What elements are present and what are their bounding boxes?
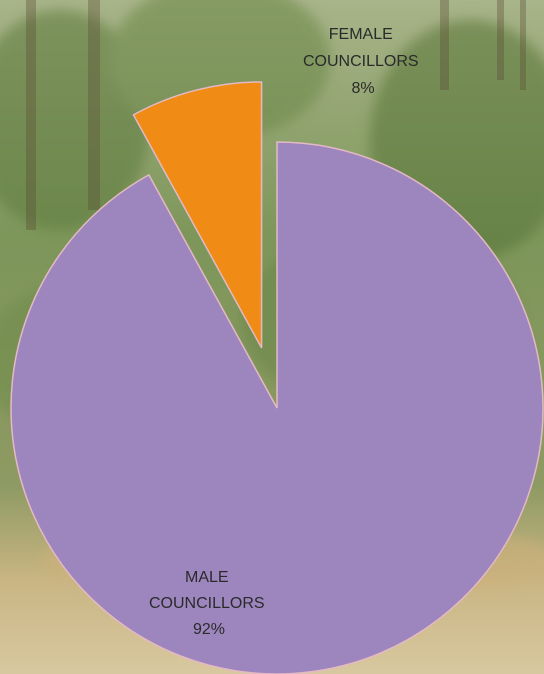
female-label-line-2: COUNCILLORS <box>303 53 419 70</box>
slice-label-male: MALE COUNCILLORS 92% <box>149 569 269 638</box>
pie-slice-male <box>10 141 544 674</box>
pie-chart <box>10 81 544 674</box>
pie-slice-female <box>132 81 263 349</box>
female-value-label: 8% <box>351 80 374 97</box>
male-label-line-1: MALE <box>185 569 229 586</box>
female-label-line-1: FEMALE <box>329 26 393 43</box>
male-label-line-2: COUNCILLORS <box>149 595 265 612</box>
slice-label-female: FEMALE COUNCILLORS 8% <box>303 26 423 97</box>
male-value-label: 92% <box>193 621 225 638</box>
